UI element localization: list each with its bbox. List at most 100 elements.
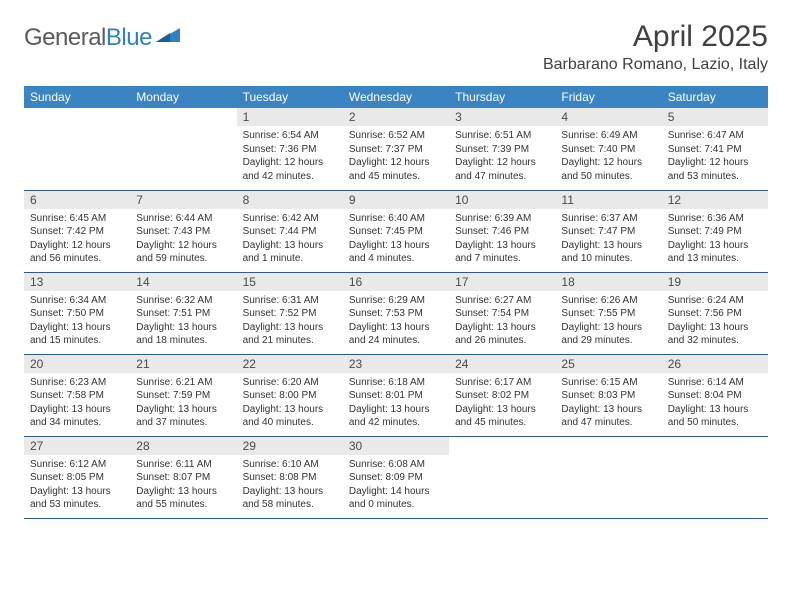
sunset-line: Sunset: 8:02 PM — [455, 389, 549, 403]
sunset-line: Sunset: 7:39 PM — [455, 143, 549, 157]
sunrise-line: Sunrise: 6:42 AM — [243, 212, 337, 226]
day-body: Sunrise: 6:32 AMSunset: 7:51 PMDaylight:… — [130, 291, 236, 352]
day-number: 7 — [130, 191, 236, 209]
calendar-cell: 10Sunrise: 6:39 AMSunset: 7:46 PMDayligh… — [449, 190, 555, 272]
calendar-cell: 9Sunrise: 6:40 AMSunset: 7:45 PMDaylight… — [343, 190, 449, 272]
daylight-line: Daylight: 12 hours and 53 minutes. — [668, 156, 762, 183]
day-number: 22 — [237, 355, 343, 373]
title-block: April 2025 Barbarano Romano, Lazio, Ital… — [543, 20, 768, 74]
day-body: Sunrise: 6:21 AMSunset: 7:59 PMDaylight:… — [130, 373, 236, 434]
weekday-header: Tuesday — [237, 86, 343, 108]
weekday-header: Friday — [555, 86, 661, 108]
sunset-line: Sunset: 8:03 PM — [561, 389, 655, 403]
calendar-cell: 3Sunrise: 6:51 AMSunset: 7:39 PMDaylight… — [449, 108, 555, 190]
daylight-line: Daylight: 12 hours and 56 minutes. — [30, 239, 124, 266]
calendar-cell — [662, 436, 768, 518]
calendar-cell: 18Sunrise: 6:26 AMSunset: 7:55 PMDayligh… — [555, 272, 661, 354]
day-body: Sunrise: 6:49 AMSunset: 7:40 PMDaylight:… — [555, 126, 661, 187]
logo: GeneralBlue — [24, 24, 180, 52]
calendar-cell — [130, 108, 236, 190]
sunset-line: Sunset: 8:05 PM — [30, 471, 124, 485]
sunset-line: Sunset: 7:51 PM — [136, 307, 230, 321]
weekday-header: Monday — [130, 86, 236, 108]
day-body: Sunrise: 6:14 AMSunset: 8:04 PMDaylight:… — [662, 373, 768, 434]
sunrise-line: Sunrise: 6:51 AM — [455, 129, 549, 143]
calendar-cell: 1Sunrise: 6:54 AMSunset: 7:36 PMDaylight… — [237, 108, 343, 190]
calendar-cell — [449, 436, 555, 518]
sunrise-line: Sunrise: 6:44 AM — [136, 212, 230, 226]
daylight-line: Daylight: 13 hours and 32 minutes. — [668, 321, 762, 348]
calendar-cell: 7Sunrise: 6:44 AMSunset: 7:43 PMDaylight… — [130, 190, 236, 272]
daylight-line: Daylight: 13 hours and 10 minutes. — [561, 239, 655, 266]
calendar-row: 20 Sunrise: 6:23 AMSunset: 7:58 PM Dayligh… — [24, 354, 768, 436]
calendar-cell: 30Sunrise: 6:08 AMSunset: 8:09 PMDayligh… — [343, 436, 449, 518]
sunset-line: Sunset: 8:08 PM — [243, 471, 337, 485]
day-body: Sunrise: 6:37 AMSunset: 7:47 PMDaylight:… — [555, 209, 661, 270]
sunset-line: Sunset: 7:54 PM — [455, 307, 549, 321]
daylight-line: Daylight: 13 hours and 29 minutes. — [561, 321, 655, 348]
day-body: Sunrise: 6:24 AMSunset: 7:56 PMDaylight:… — [662, 291, 768, 352]
day-number: 20 — [24, 355, 130, 373]
day-number: 12 — [662, 191, 768, 209]
day-number: 19 — [662, 273, 768, 291]
daylight-line: Daylight: 13 hours and 47 minutes. — [561, 403, 655, 430]
day-number: 6 — [24, 191, 130, 209]
calendar-cell: 25Sunrise: 6:15 AMSunset: 8:03 PMDayligh… — [555, 354, 661, 436]
sunrise-line: Sunrise: 6:52 AM — [349, 129, 443, 143]
daylight-line: Daylight: 14 hours and 0 minutes. — [349, 485, 443, 512]
sunrise-line: Sunrise: 6:36 AM — [668, 212, 762, 226]
day-number: 28 — [130, 437, 236, 455]
day-number: 4 — [555, 108, 661, 126]
sunrise-line: Sunrise: 6:15 AM — [561, 376, 655, 390]
calendar-cell: 17Sunrise: 6:27 AMSunset: 7:54 PMDayligh… — [449, 272, 555, 354]
sunrise-line: Sunrise: 6:49 AM — [561, 129, 655, 143]
calendar-cell: 27Sunrise: 6:12 AMSunset: 8:05 PMDayligh… — [24, 436, 130, 518]
sunrise-line: Sunrise: 6:12 AM — [30, 458, 124, 472]
calendar-cell: 26Sunrise: 6:14 AMSunset: 8:04 PMDayligh… — [662, 354, 768, 436]
day-body: Sunrise: 6:36 AMSunset: 7:49 PMDaylight:… — [662, 209, 768, 270]
day-body: Sunrise: 6:26 AMSunset: 7:55 PMDaylight:… — [555, 291, 661, 352]
sunrise-line: Sunrise: 6:45 AM — [30, 212, 124, 226]
day-body: Sunrise: 6:08 AMSunset: 8:09 PMDaylight:… — [343, 455, 449, 516]
day-body: Sunrise: 6:27 AMSunset: 7:54 PMDaylight:… — [449, 291, 555, 352]
sunset-line: Sunset: 7:43 PM — [136, 225, 230, 239]
sunset-line: Sunset: 8:09 PM — [349, 471, 443, 485]
sunset-line: Sunset: 7:53 PM — [349, 307, 443, 321]
calendar-cell — [555, 436, 661, 518]
calendar-cell: 4Sunrise: 6:49 AMSunset: 7:40 PMDaylight… — [555, 108, 661, 190]
day-number: 23 — [343, 355, 449, 373]
sunrise-line: Sunrise: 6:24 AM — [668, 294, 762, 308]
sunrise-line: Sunrise: 6:26 AM — [561, 294, 655, 308]
weekday-header-row: Sunday Monday Tuesday Wednesday Thursday… — [24, 86, 768, 108]
calendar-row: 1Sunrise: 6:54 AMSunset: 7:36 PMDaylight… — [24, 108, 768, 190]
sunset-line: Sunset: 7:56 PM — [668, 307, 762, 321]
sunset-line: Sunset: 7:47 PM — [561, 225, 655, 239]
sunrise-line: Sunrise: 6:23 AM — [30, 376, 124, 390]
calendar-cell: 12Sunrise: 6:36 AMSunset: 7:49 PMDayligh… — [662, 190, 768, 272]
sunset-line: Sunset: 7:37 PM — [349, 143, 443, 157]
sunrise-line: Sunrise: 6:31 AM — [243, 294, 337, 308]
day-body: Sunrise: 6:47 AMSunset: 7:41 PMDaylight:… — [662, 126, 768, 187]
calendar-table: Sunday Monday Tuesday Wednesday Thursday… — [24, 86, 768, 519]
daylight-line: Daylight: 13 hours and 1 minute. — [243, 239, 337, 266]
sunrise-line: Sunrise: 6:37 AM — [561, 212, 655, 226]
weekday-header: Saturday — [662, 86, 768, 108]
calendar-cell: 22Sunrise: 6:20 AMSunset: 8:00 PMDayligh… — [237, 354, 343, 436]
sunrise-line: Sunrise: 6:18 AM — [349, 376, 443, 390]
day-body: Sunrise: 6:10 AMSunset: 8:08 PMDaylight:… — [237, 455, 343, 516]
day-body: Sunrise: 6:51 AMSunset: 7:39 PMDaylight:… — [449, 126, 555, 187]
sunrise-line: Sunrise: 6:11 AM — [136, 458, 230, 472]
calendar-cell: 14Sunrise: 6:32 AMSunset: 7:51 PMDayligh… — [130, 272, 236, 354]
sunset-line: Sunset: 7:58 PM — [30, 389, 124, 403]
daylight-line: Daylight: 13 hours and 18 minutes. — [136, 321, 230, 348]
sunset-line: Sunset: 7:52 PM — [243, 307, 337, 321]
weekday-header: Sunday — [24, 86, 130, 108]
sunrise-line: Sunrise: 6:17 AM — [455, 376, 549, 390]
calendar-cell: 23Sunrise: 6:18 AMSunset: 8:01 PMDayligh… — [343, 354, 449, 436]
calendar-cell: 19Sunrise: 6:24 AMSunset: 7:56 PMDayligh… — [662, 272, 768, 354]
sunrise-line: Sunrise: 6:54 AM — [243, 129, 337, 143]
logo-part2: Blue — [106, 24, 152, 51]
day-number: 13 — [24, 273, 130, 291]
day-number: 1 — [237, 108, 343, 126]
calendar-cell: 11Sunrise: 6:37 AMSunset: 7:47 PMDayligh… — [555, 190, 661, 272]
